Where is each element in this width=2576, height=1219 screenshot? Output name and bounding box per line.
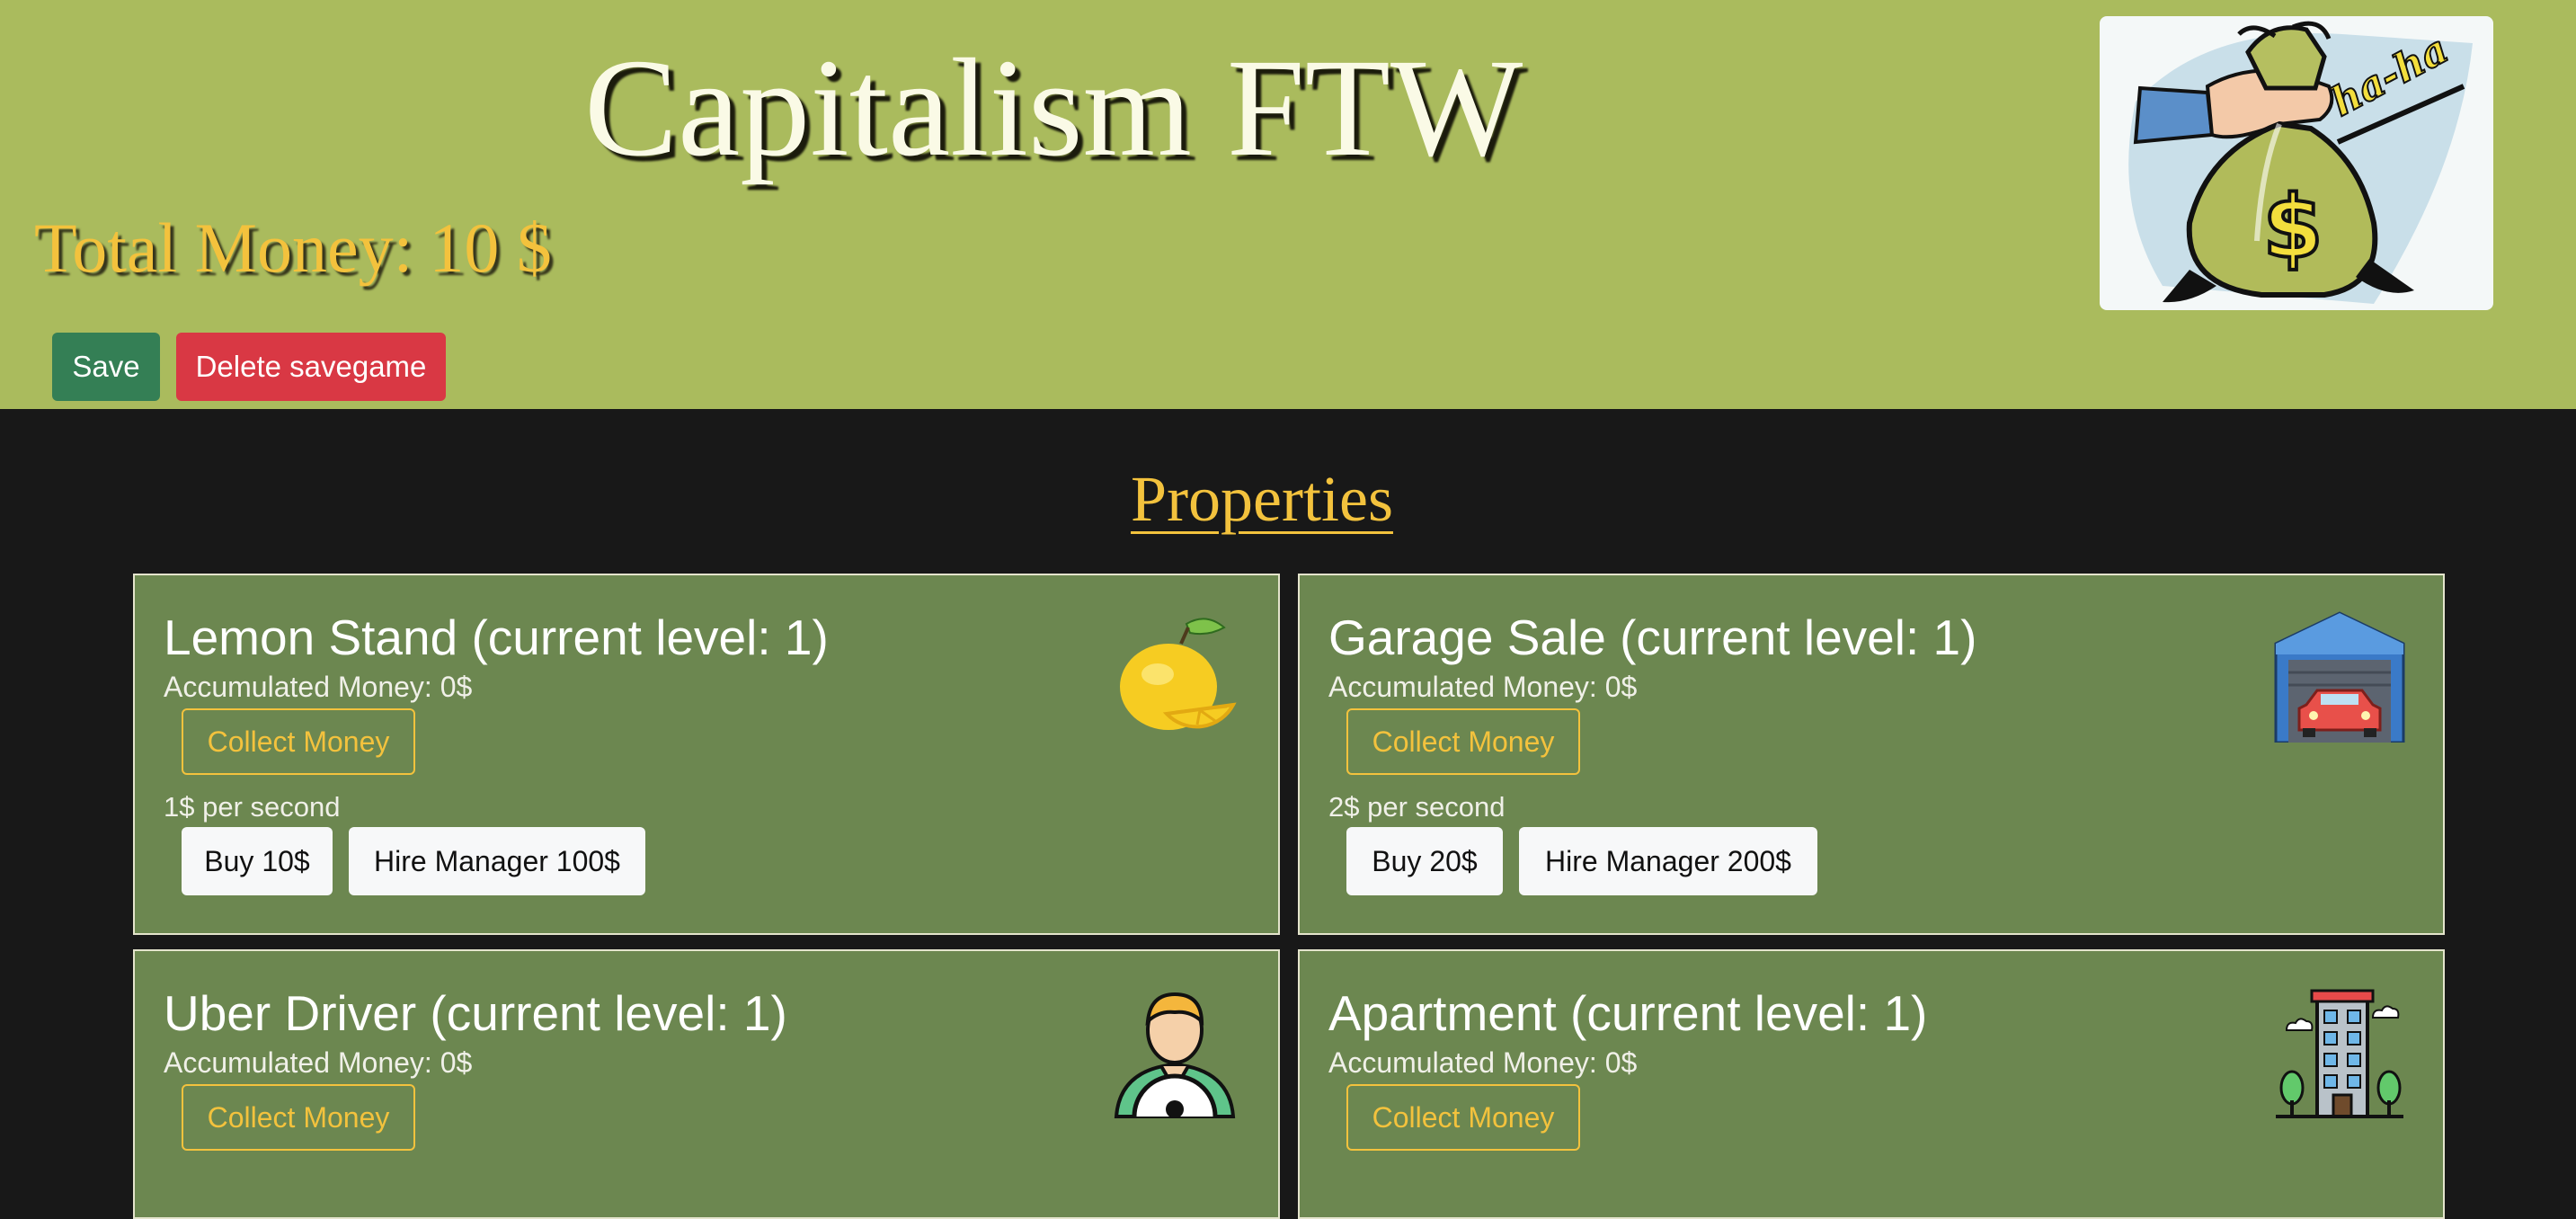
garage-icon xyxy=(2274,611,2405,743)
property-actions: Buy 10$ Hire Manager 100$ xyxy=(182,827,645,895)
property-card-garage-sale: Garage Sale (current level: 1) Accumulat… xyxy=(1298,574,2445,935)
money-bag-icon: $ ha-ha xyxy=(2128,21,2473,304)
property-title: Lemon Stand (current level: 1) xyxy=(164,610,829,665)
income-rate: 2$ per second xyxy=(1328,791,1506,823)
savegame-controls: Save Delete savegame xyxy=(52,333,446,401)
property-title: Uber Driver (current level: 1) xyxy=(164,985,787,1041)
property-title: Apartment (current level: 1) xyxy=(1328,985,1928,1041)
total-money: Total Money: 10 $ xyxy=(34,203,552,293)
money-bag-logo: $ ha-ha xyxy=(2100,16,2493,310)
property-card-uber-driver: Uber Driver (current level: 1) Accumulat… xyxy=(133,949,1280,1219)
hire-manager-button[interactable]: Hire Manager 100$ xyxy=(349,827,645,895)
delete-savegame-button[interactable]: Delete savegame xyxy=(176,333,446,401)
property-card-lemon-stand: Lemon Stand (current level: 1) Accumulat… xyxy=(133,574,1280,935)
save-button[interactable]: Save xyxy=(52,333,160,401)
collect-money-button[interactable]: Collect Money xyxy=(1346,708,1580,775)
buy-button[interactable]: Buy 20$ xyxy=(1346,827,1503,895)
collect-money-button[interactable]: Collect Money xyxy=(182,708,415,775)
accumulated-money: Accumulated Money: 0$ xyxy=(1328,1046,1638,1079)
buy-button[interactable]: Buy 10$ xyxy=(182,827,333,895)
accumulated-money: Accumulated Money: 0$ xyxy=(1328,671,1638,703)
property-title: Garage Sale (current level: 1) xyxy=(1328,610,1977,665)
total-money-label: Total Money: xyxy=(34,209,413,287)
apartment-icon xyxy=(2276,989,2403,1118)
lemon-icon xyxy=(1120,618,1237,730)
property-card-apartment: Apartment (current level: 1) Accumulated… xyxy=(1298,949,2445,1219)
collect-money-button[interactable]: Collect Money xyxy=(182,1084,415,1151)
hire-manager-button[interactable]: Hire Manager 200$ xyxy=(1519,827,1817,895)
total-money-value: 10 $ xyxy=(429,209,552,287)
accumulated-money: Accumulated Money: 0$ xyxy=(164,671,473,703)
section-title: Properties xyxy=(1131,463,1393,535)
income-rate: 1$ per second xyxy=(164,791,341,823)
property-actions: Buy 20$ Hire Manager 200$ xyxy=(1346,827,1817,895)
header-bar: Capitalism FTW Total Money: 10 $ Save Del… xyxy=(0,0,2576,409)
page-title: Capitalism FTW xyxy=(584,30,1523,185)
svg-text:$: $ xyxy=(2263,177,2323,278)
collect-money-button[interactable]: Collect Money xyxy=(1346,1084,1580,1151)
driver-icon xyxy=(1114,992,1236,1118)
accumulated-money: Accumulated Money: 0$ xyxy=(164,1046,473,1079)
